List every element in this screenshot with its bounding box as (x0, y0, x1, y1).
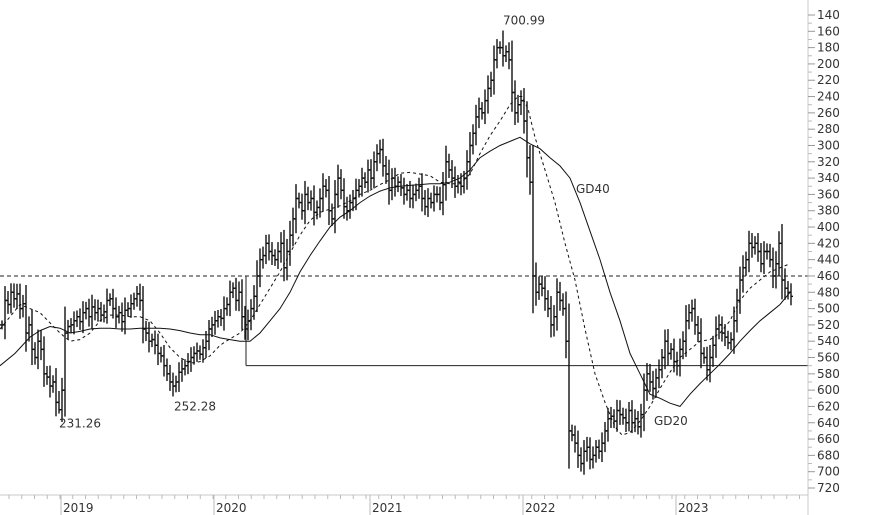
x-tick-label: 2020 (216, 501, 247, 515)
y-tick-label: 620 (817, 399, 840, 413)
y-tick-label: 460 (817, 269, 840, 283)
y-tick-label: 420 (817, 236, 840, 250)
annotation-label: 252.28 (174, 399, 216, 413)
y-tick-label: 360 (817, 187, 840, 201)
y-tick-label: 380 (817, 204, 840, 218)
y-tick-label: 220 (817, 73, 840, 87)
y-tick-label: 540 (817, 334, 840, 348)
gd40-line (0, 136, 791, 407)
y-tick-label: 500 (817, 302, 840, 316)
y-tick-label: 240 (817, 90, 840, 104)
y-tick-label: 320 (817, 155, 840, 169)
y-tick-label: 440 (817, 253, 840, 267)
x-tick-label: 2022 (525, 501, 556, 515)
y-tick-label: 600 (817, 383, 840, 397)
moving-average-lines (0, 96, 791, 436)
annotation-label: 700.99 (503, 14, 545, 28)
x-tick-label: 2019 (63, 501, 94, 515)
y-tick-label: 260 (817, 106, 840, 120)
y-tick-label: 700 (817, 465, 840, 479)
annotation-label: GD20 (654, 414, 688, 428)
chart-annotations: 700.99 231.26 252.28 GD40 GD20 (59, 14, 688, 431)
gd20-line (0, 96, 791, 436)
y-tick-label: 580 (817, 367, 840, 381)
y-tick-label: 180 (817, 41, 840, 55)
y-tick-label: 400 (817, 220, 840, 234)
y-tick-label: 520 (817, 318, 840, 332)
y-axis: 720 700 680 660 640 620 600 580 560 540 520 500 480 4… (807, 0, 840, 515)
y-tick-label: 160 (817, 24, 840, 38)
y-tick-label: 340 (817, 171, 840, 185)
y-tick-label: 200 (817, 57, 840, 71)
y-tick-label: 280 (817, 122, 840, 136)
x-tick-label: 2021 (372, 501, 403, 515)
y-tick-label: 480 (817, 285, 840, 299)
y-tick-label: 300 (817, 138, 840, 152)
x-tick-label: 2023 (678, 501, 709, 515)
y-tick-label: 640 (817, 416, 840, 430)
y-tick-label: 680 (817, 448, 840, 462)
x-axis: 2019 2020 2021 2022 2023 (0, 494, 808, 515)
annotation-label: 231.26 (59, 417, 101, 431)
y-tick-label: 560 (817, 351, 840, 365)
y-tick-label: 660 (817, 432, 840, 446)
ohlc-bars (0, 30, 793, 475)
annotation-label: GD40 (576, 182, 610, 196)
y-tick-label: 720 (817, 481, 840, 495)
reference-lines (0, 275, 808, 367)
y-tick-label: 140 (817, 8, 840, 22)
